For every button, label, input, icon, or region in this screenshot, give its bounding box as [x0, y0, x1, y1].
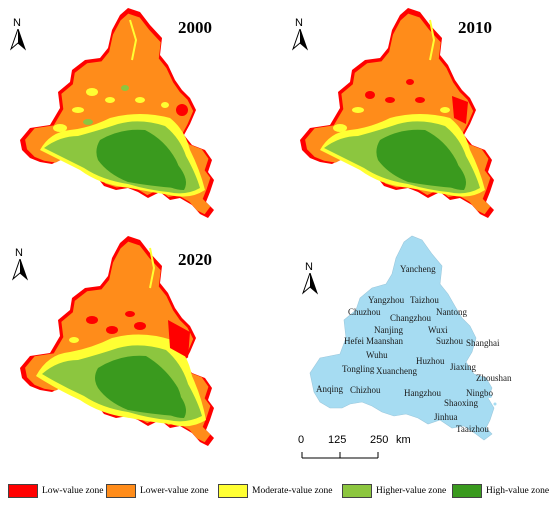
reference-map [309, 235, 497, 441]
north-arrow-icon: N [10, 17, 26, 51]
city-label-wuhu: Wuhu [366, 350, 388, 360]
legend-label: High-value zone [486, 486, 550, 496]
map-2000 [20, 8, 214, 218]
legend-label: Lower-value zone [140, 486, 209, 496]
city-label-anqing: Anqing [316, 384, 343, 394]
north-arrow-icon: N [302, 261, 318, 295]
scale-bar: 0 125 250 km [298, 434, 428, 464]
reference-map-panel: N Yancheng Yangzhou Taizhou Chuzhou Chan… [280, 228, 545, 478]
year-label: 2010 [458, 18, 492, 37]
legend-label: Low-value zone [42, 486, 104, 496]
city-label-huzhou: Huzhou [416, 356, 445, 366]
legend-swatch [218, 484, 248, 498]
city-label-suzhou: Suzhou [436, 336, 463, 346]
north-label: N [15, 247, 23, 259]
city-label-yangzhou: Yangzhou [368, 295, 405, 305]
map-panel-2000: 2000 N [0, 0, 265, 230]
city-label-nanjing: Nanjing [374, 325, 403, 335]
city-label-chizhou: Chizhou [350, 385, 381, 395]
city-label-maanshan: Maanshan [366, 336, 403, 346]
north-label: N [305, 261, 313, 273]
city-label-zhoushan: Zhoushan [476, 373, 512, 383]
legend-swatch [8, 484, 38, 498]
north-label: N [295, 17, 303, 29]
legend-label: Higher-value zone [376, 486, 447, 496]
scale-tick-label: 0 [298, 434, 305, 446]
scale-tick-label: 250 [370, 434, 389, 446]
year-label: 2020 [178, 250, 212, 269]
city-label-shanghai: Shanghai [466, 338, 500, 348]
city-label-tongling: Tongling [342, 364, 375, 374]
city-label-changzhou: Changzhou [390, 313, 431, 323]
map-panel-2010: 2010 N [280, 0, 545, 230]
city-label-taizhou: Taizhou [410, 295, 439, 305]
legend-item-high: High-value zone [452, 484, 549, 498]
legend-label: Moderate-value zone [252, 486, 333, 496]
city-label-hefei: Hefei [344, 336, 364, 346]
city-label-taaizhou: Taaizhou [456, 424, 489, 434]
city-label-chuzhou: Chuzhou [348, 307, 381, 317]
city-label-shaoxing: Shaoxing [444, 398, 479, 408]
map-2010 [300, 8, 494, 218]
city-label-jiaxing: Jiaxing [450, 362, 476, 372]
map-panel-2020: 2020 N [0, 228, 265, 458]
north-arrow-icon: N [12, 247, 28, 281]
year-label: 2000 [178, 18, 212, 37]
north-arrow-icon: N [292, 17, 308, 51]
legend-swatch [106, 484, 136, 498]
map-2020 [20, 236, 214, 446]
city-label-hangzhou: Hangzhou [404, 388, 441, 398]
scale-unit: km [396, 434, 411, 446]
legend-item-low: Low-value zone [8, 484, 103, 498]
city-label-nantong: Nantong [436, 307, 467, 317]
legend-item-higher: Higher-value zone [342, 484, 446, 498]
scale-tick-label: 125 [328, 434, 347, 446]
scale-bar-line [301, 452, 379, 459]
city-label-ningbo: Ningbo [466, 388, 493, 398]
legend-item-moderate: Moderate-value zone [218, 484, 332, 498]
legend-item-lower: Lower-value zone [106, 484, 209, 498]
north-label: N [13, 17, 21, 29]
city-label-xuancheng: Xuancheng [376, 366, 417, 376]
legend-swatch [342, 484, 372, 498]
city-label-wuxi: Wuxi [428, 325, 448, 335]
city-label-yancheng: Yancheng [400, 264, 436, 274]
legend: Low-value zone Lower-value zone Moderate… [8, 484, 549, 502]
legend-swatch [452, 484, 482, 498]
city-label-jinhua: Jinhua [434, 412, 458, 422]
